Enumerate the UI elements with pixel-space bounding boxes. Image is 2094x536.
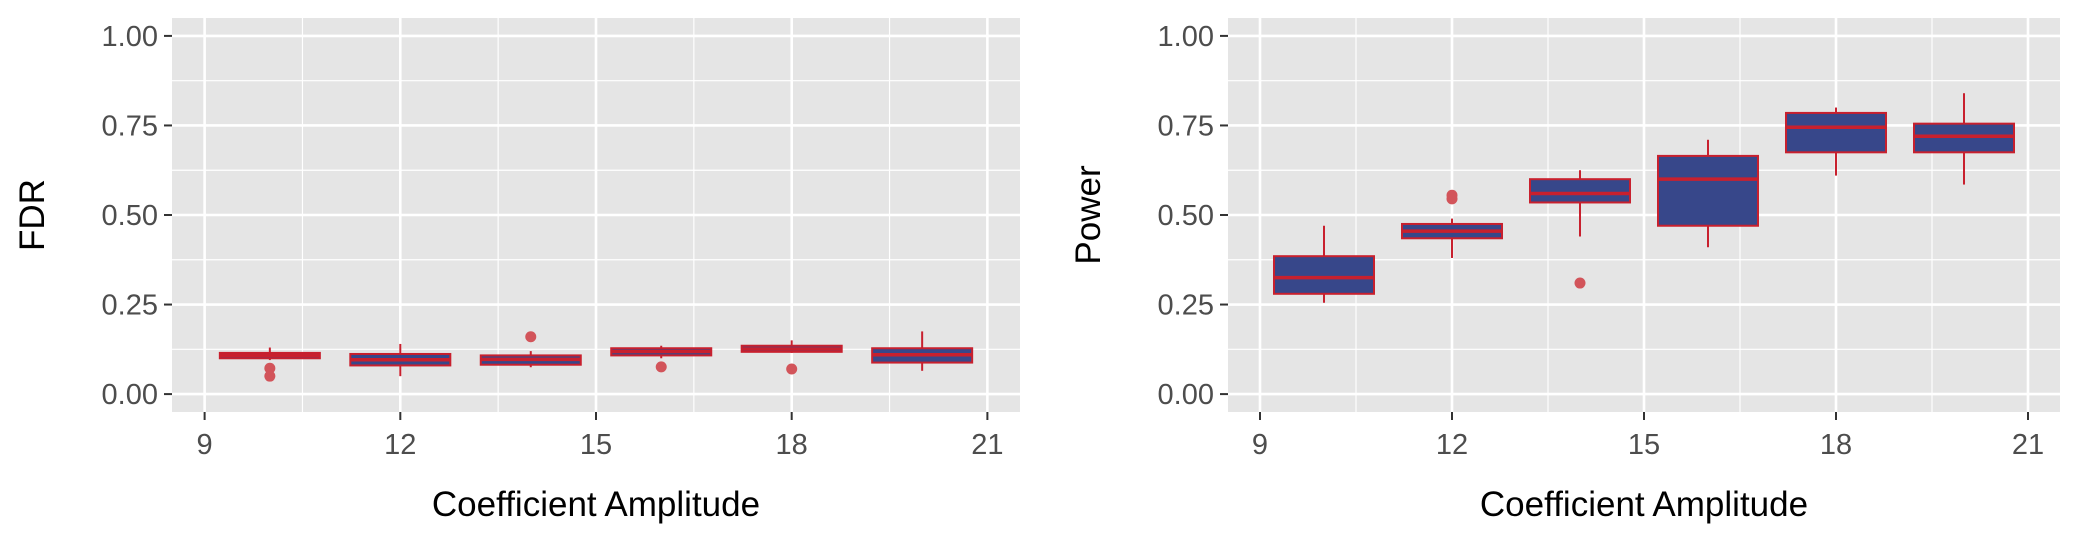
fdr-box-4: [610, 345, 713, 373]
power-box-iqr: [1913, 122, 2015, 154]
power-y-tick-label: 0.50: [1158, 200, 1214, 232]
power-x-tick-label: 15: [1628, 429, 1660, 461]
fdr-x-axis-title: Coefficient Amplitude: [432, 485, 760, 524]
fdr-x-tick-label: 12: [384, 429, 416, 461]
power-x-tick-label: 18: [1820, 429, 1852, 461]
fdr-y-tick-label: 0.00: [102, 379, 158, 411]
fdr-panel: 0.00 0.25 0.50 0.75 1.00 9 12 15 18 21 Coefficient…: [13, 18, 1020, 524]
fdr-x-tick-label: 18: [776, 429, 808, 461]
power-y-tick-label: 0.25: [1158, 290, 1214, 322]
fdr-outlier-point: [655, 361, 667, 373]
power-x-tick-label: 21: [2012, 429, 2044, 461]
power-box-6: [1913, 93, 2015, 185]
power-box-iqr: [1529, 178, 1631, 204]
power-box-1: [1273, 225, 1375, 303]
fdr-y-tick-label: 0.75: [102, 110, 158, 142]
fdr-y-axis-title: FDR: [13, 179, 52, 251]
power-y-axis-title: Power: [1069, 165, 1108, 265]
fdr-x-tick-label: 21: [971, 429, 1003, 461]
fdr-y-tick-label: 0.50: [102, 200, 158, 232]
power-panel: 0.00 0.25 0.50 0.75 1.00 9 12 15 18 21 Coefficient…: [1069, 18, 2060, 524]
fdr-outlier-point: [264, 362, 276, 374]
fdr-box-6: [871, 331, 974, 371]
fdr-outlier-point: [786, 363, 798, 375]
power-box-2: [1401, 189, 1503, 258]
fdr-x-tick-label: 15: [580, 429, 612, 461]
fdr-box-5: [740, 340, 843, 375]
power-box-iqr: [1657, 154, 1759, 227]
power-outlier-point: [1446, 193, 1458, 205]
power-x-axis-title: Coefficient Amplitude: [1480, 485, 1808, 524]
power-y-tick-label: 0.75: [1158, 110, 1214, 142]
fdr-y-tick-label: 1.00: [102, 21, 158, 53]
fdr-outlier-point: [525, 331, 537, 343]
fdr-x-tick-label: 9: [197, 429, 213, 461]
power-outlier-point: [1574, 277, 1586, 289]
fdr-y-tick-label: 0.25: [102, 290, 158, 322]
power-box-5: [1785, 107, 1887, 176]
power-box-3: [1529, 170, 1631, 289]
fdr-outlier-point: [264, 370, 276, 382]
power-y-tick-label: 0.00: [1158, 379, 1214, 411]
power-y-tick-label: 1.00: [1158, 21, 1214, 53]
power-x-tick-label: 9: [1252, 429, 1268, 461]
power-box-iqr: [1273, 255, 1375, 295]
fdr-box-2: [349, 343, 452, 377]
power-x-tick-label: 12: [1436, 429, 1468, 461]
fdr-grid: [172, 18, 1020, 412]
fdr-box-1: [218, 347, 321, 382]
fdr-box-3: [479, 331, 582, 368]
power-box-iqr: [1785, 111, 1887, 154]
power-box-4: [1657, 139, 1759, 248]
